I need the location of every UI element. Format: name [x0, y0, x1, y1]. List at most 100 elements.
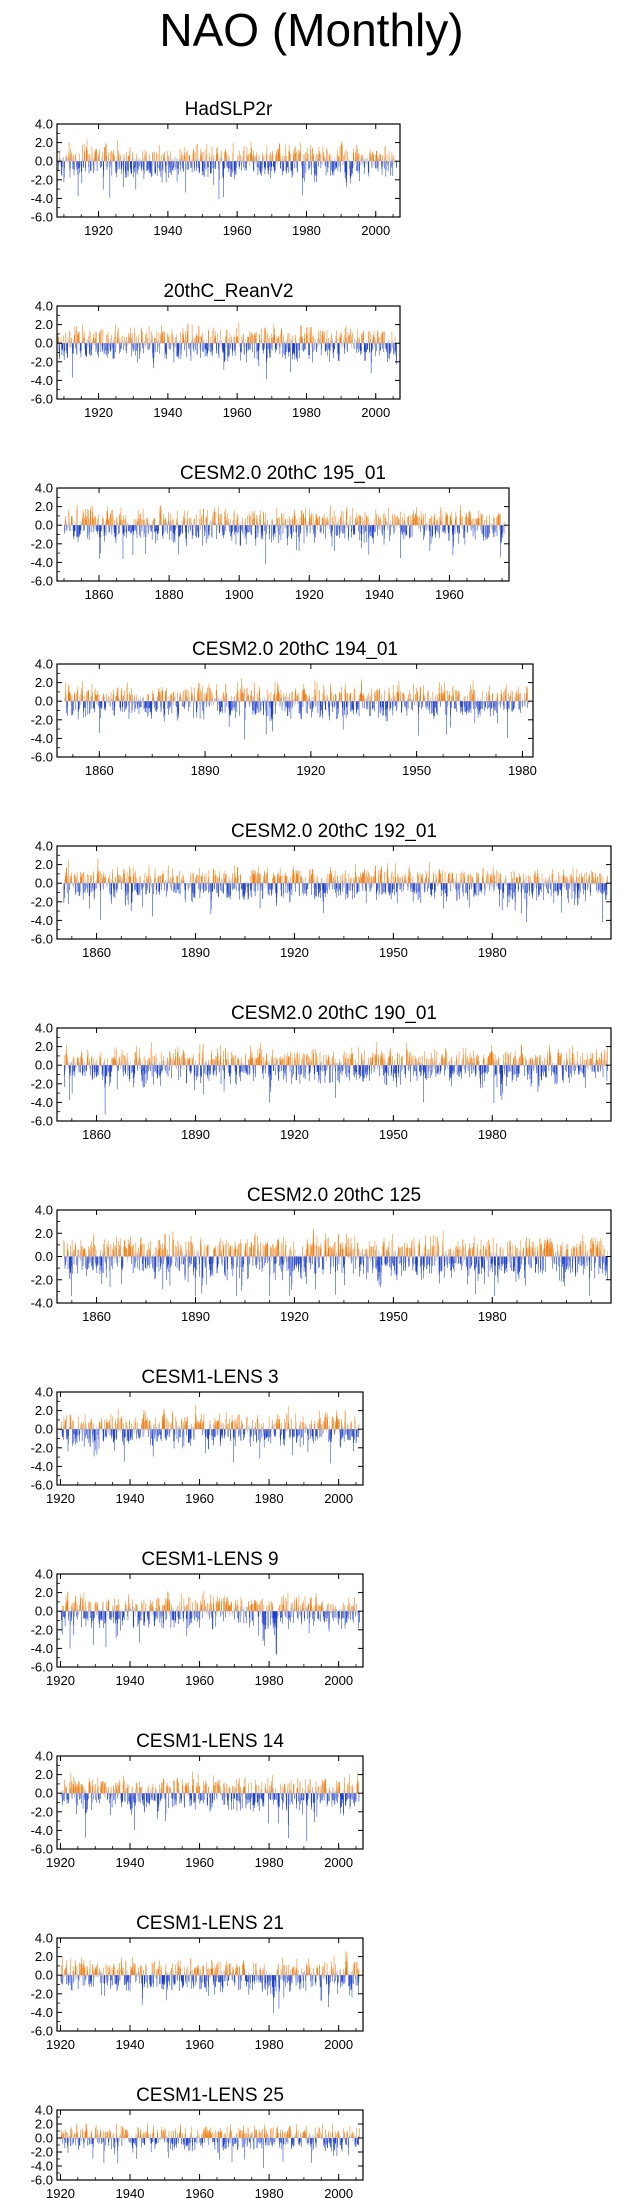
nao-bar — [338, 343, 340, 362]
nao-bar — [156, 525, 158, 541]
nao-bar — [172, 161, 173, 166]
nao-bar — [83, 701, 84, 712]
nao-bar — [346, 701, 347, 707]
nao-bar — [116, 516, 118, 526]
nao-bar — [285, 518, 286, 526]
nao-bar — [256, 693, 258, 702]
nao-bar — [74, 699, 76, 702]
nao-bar — [208, 525, 209, 536]
nao-bar — [314, 525, 316, 534]
nao-bar — [375, 699, 377, 702]
nao-bar — [270, 161, 271, 179]
y-tick-label: 0.0 — [35, 154, 53, 169]
nao-bar — [466, 525, 468, 529]
nao-bar — [346, 341, 347, 344]
nao-bar — [392, 343, 394, 348]
nao-bar — [458, 525, 460, 544]
nao-bar — [345, 701, 347, 719]
nao-bar — [235, 343, 236, 345]
nao-bar — [286, 161, 287, 174]
nao-bar — [182, 155, 183, 162]
nao-bar — [95, 694, 97, 702]
nao-bar — [150, 161, 151, 173]
nao-bar — [465, 523, 467, 526]
nao-bar — [402, 517, 403, 526]
nao-bar — [291, 525, 293, 539]
nao-bar — [168, 343, 170, 347]
nao-bar — [380, 153, 381, 162]
nao-bar — [187, 697, 189, 702]
nao-bar — [247, 160, 249, 162]
nao-bar — [239, 525, 241, 528]
nao-bar — [351, 161, 353, 177]
nao-bar — [181, 698, 182, 702]
nao-bar — [227, 522, 229, 526]
nao-bar — [359, 343, 361, 350]
nao-bar — [124, 156, 125, 162]
nao-bar — [399, 520, 401, 526]
nao-bar — [368, 161, 369, 167]
nao-bar — [285, 693, 287, 702]
nao-bar — [255, 701, 257, 704]
nao-bar — [183, 157, 185, 162]
nao-bar — [343, 701, 345, 704]
nao-bar — [119, 343, 121, 352]
nao-bar — [269, 161, 271, 167]
nao-bar — [116, 337, 118, 344]
nao-bar — [382, 701, 384, 716]
nao-bar — [317, 701, 319, 705]
nao-bar — [288, 150, 290, 162]
nao-bar — [473, 518, 475, 526]
nao-bar — [66, 525, 68, 528]
nao-bar — [349, 695, 350, 702]
nao-bar — [291, 525, 293, 536]
nao-bar — [304, 337, 305, 344]
nao-bar — [207, 161, 209, 177]
nao-bar — [289, 343, 290, 353]
nao-bar — [442, 525, 443, 532]
nao-bar — [84, 341, 85, 344]
nao-bar — [178, 343, 179, 357]
nao-bar — [154, 525, 156, 533]
nao-bar — [174, 525, 175, 533]
nao-bar — [85, 519, 86, 526]
nao-bar — [328, 161, 329, 163]
nao-bar — [312, 343, 314, 346]
nao-bar — [129, 333, 131, 344]
nao-bar — [127, 701, 129, 706]
nao-bar — [153, 701, 155, 703]
nao-bar — [268, 525, 269, 527]
nao-bar — [324, 341, 325, 344]
nao-bar — [217, 696, 219, 702]
nao-bar — [336, 525, 337, 537]
nao-bar — [215, 336, 217, 344]
nao-bar — [77, 701, 79, 720]
nao-bar — [382, 161, 383, 167]
nao-bar — [129, 694, 131, 702]
nao-bar — [248, 343, 249, 350]
nao-bar — [192, 525, 194, 536]
nao-bar — [230, 343, 232, 350]
nao-bar — [78, 525, 80, 534]
nao-bar — [347, 161, 348, 163]
nao-bar — [217, 524, 219, 526]
nao-bar — [103, 693, 104, 702]
nao-bar — [341, 343, 342, 347]
nao-bar — [130, 161, 132, 174]
nao-bar — [307, 523, 309, 526]
nao-bar — [279, 518, 280, 526]
nao-bar — [107, 331, 109, 344]
nao-bar — [118, 696, 119, 702]
nao-bar — [93, 158, 94, 162]
nao-bar — [343, 525, 344, 534]
nao-bar — [494, 521, 496, 526]
nao-bar — [228, 525, 230, 533]
nao-bar — [469, 525, 471, 528]
nao-bar — [188, 154, 190, 162]
nao-bar — [66, 701, 68, 716]
nao-bar — [384, 525, 385, 531]
nao-bar — [159, 341, 161, 344]
nao-bar — [230, 525, 232, 527]
nao-bar — [201, 338, 203, 344]
nao-bar — [75, 525, 76, 529]
